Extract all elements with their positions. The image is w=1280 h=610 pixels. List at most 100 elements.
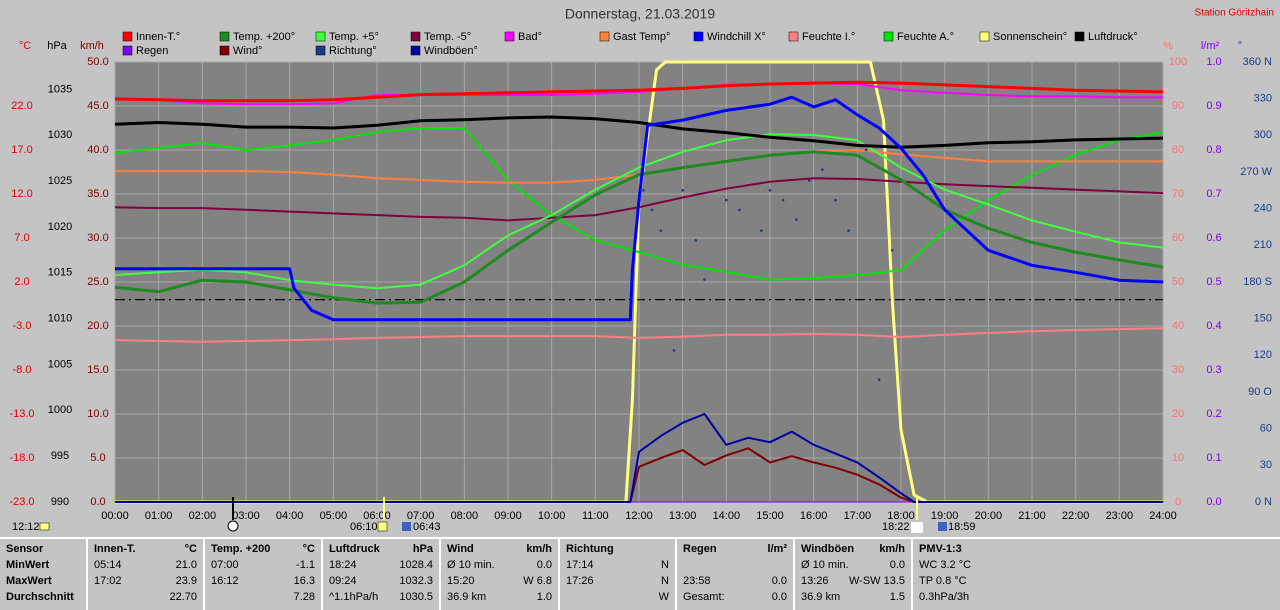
- cell-time: 18:24: [329, 559, 357, 571]
- table-row: 0.3hPa/3h: [919, 591, 1274, 607]
- legend-label: Gast Temp°: [613, 31, 670, 43]
- table-row: 36.9 km 1.5: [801, 591, 905, 607]
- y-tick-label: 5.0: [90, 452, 105, 464]
- table-row: MaxWert: [6, 575, 80, 591]
- axis-title: %: [1163, 40, 1173, 52]
- y-tick-label: 0.1: [1206, 452, 1221, 464]
- cell-value: 21.0: [175, 559, 197, 571]
- cell-time: 07:00: [211, 559, 239, 571]
- direction-dot: [768, 189, 772, 192]
- header-text: Luftdruck: [329, 543, 380, 555]
- table-column: Temp. +200 °C 07:00 -1.1 16:12 16.3 7.28: [205, 539, 323, 610]
- table-row: Gesamt: 0.0: [683, 591, 787, 607]
- cell-value: 1.0: [536, 591, 552, 603]
- y-tick-label: 1020: [48, 221, 72, 233]
- x-tick-label: 03:00: [232, 510, 260, 522]
- direction-dot: [808, 179, 811, 182]
- legend-swatch: [315, 31, 326, 42]
- y-tick-label: -3.0: [13, 320, 32, 332]
- table-row: 23:58 0.0: [683, 575, 787, 591]
- header-unit: km/h: [879, 543, 905, 555]
- y-tick-label: 0.4: [1206, 320, 1221, 332]
- column-header: Luftdruck hPa: [329, 543, 433, 559]
- legend-swatch: [979, 31, 990, 42]
- column-header: Richtung: [566, 543, 669, 559]
- y-tick-label: 270 W: [1240, 166, 1272, 178]
- x-tick-label: 06:00: [363, 510, 391, 522]
- table-row: 17:26 N: [566, 575, 669, 591]
- y-tick-label: 22.0: [11, 100, 32, 112]
- y-tick-label: 60: [1260, 423, 1272, 435]
- table-row: Ø 10 min. 0.0: [447, 559, 552, 575]
- series-line: [115, 413, 1163, 503]
- cell-value: N: [661, 559, 669, 571]
- y-tick-label: 30: [1260, 459, 1272, 471]
- table-column: Luftdruck hPa 18:24 1028.4 09:24 1032.3 ^1.1hP…: [323, 539, 441, 610]
- table-row: Ø 10 min. 0.0: [801, 559, 905, 575]
- moonrise-time: 18:59: [948, 521, 976, 533]
- series-line: [114, 127, 1164, 281]
- sunrise-icon: [377, 521, 388, 532]
- cell-time: 13:26: [801, 575, 829, 587]
- series-line: [114, 80, 1164, 103]
- y-tick-label: 0.9: [1206, 100, 1221, 112]
- direction-dot: [738, 208, 741, 212]
- cell-time: 17:02: [94, 575, 122, 587]
- cell-value: W-SW 13.5: [848, 575, 905, 587]
- y-tick-label: 990: [51, 496, 69, 508]
- cell-time: 36.9 km: [801, 591, 841, 603]
- x-tick-label: 12:00: [625, 510, 653, 522]
- y-tick-label: 90: [1172, 100, 1184, 112]
- legend-swatch: [122, 31, 133, 42]
- cell-value: N: [661, 575, 669, 587]
- axis-title: °C: [19, 40, 31, 52]
- y-tick-label: 0.7: [1206, 188, 1221, 200]
- legend-swatch: [122, 45, 133, 56]
- y-tick-label: 12.0: [11, 188, 32, 200]
- header-unit: km/h: [526, 543, 552, 555]
- legend-swatch: [693, 31, 704, 42]
- direction-dot: [759, 229, 763, 232]
- y-tick-label: 1035: [48, 83, 72, 95]
- table-row: 17:02 23.9: [94, 575, 197, 591]
- legend-swatch: [410, 31, 421, 42]
- header-unit: hPa: [412, 543, 433, 555]
- table-row: [683, 559, 787, 575]
- y-tick-label: 90 O: [1248, 386, 1272, 398]
- sunset-time: 18:22: [882, 521, 910, 533]
- direction-dot: [821, 168, 824, 171]
- direction-dot: [694, 239, 698, 242]
- x-tick-label: 14:00: [713, 510, 741, 522]
- y-tick-label: 995: [51, 450, 69, 462]
- legend-swatch: [219, 31, 230, 42]
- cell-time: 36.9 km: [447, 591, 487, 603]
- table-row: Durchschnitt: [6, 591, 80, 607]
- table-row: 09:24 1032.3: [329, 575, 433, 591]
- header-text: Temp. +200: [211, 543, 271, 555]
- x-tick-label: 11:00: [582, 510, 609, 522]
- axis-title: km/h: [80, 40, 104, 52]
- moonset-icon: [402, 522, 411, 531]
- row-label: Durchschnitt: [6, 591, 74, 603]
- y-tick-label: 20.0: [87, 320, 108, 332]
- table-row: Sensor: [6, 543, 80, 559]
- y-tick-label: 1000: [48, 404, 72, 416]
- x-tick-label: 09:00: [494, 510, 522, 522]
- cell-time: 05:14: [94, 559, 122, 571]
- legend-label: Temp. +200°: [233, 31, 295, 43]
- x-tick-label: 13:00: [669, 510, 697, 522]
- y-tick-label: 80: [1172, 144, 1184, 156]
- x-tick-label: 16:00: [800, 510, 828, 522]
- direction-dot: [834, 198, 837, 202]
- header-text: Innen-T.: [94, 543, 136, 555]
- series-line: [115, 447, 1163, 503]
- legend-label: Temp. +5°: [329, 31, 379, 43]
- x-tick-label: 19:00: [931, 510, 959, 522]
- header-text: Windböen: [801, 543, 855, 555]
- y-tick-label: -18.0: [9, 452, 34, 464]
- series-line: [114, 115, 1164, 149]
- y-tick-label: 10.0: [87, 408, 108, 420]
- y-tick-label: 0.3: [1206, 364, 1221, 376]
- column-header: Regen l/m²: [683, 543, 787, 559]
- direction-dot: [794, 218, 798, 221]
